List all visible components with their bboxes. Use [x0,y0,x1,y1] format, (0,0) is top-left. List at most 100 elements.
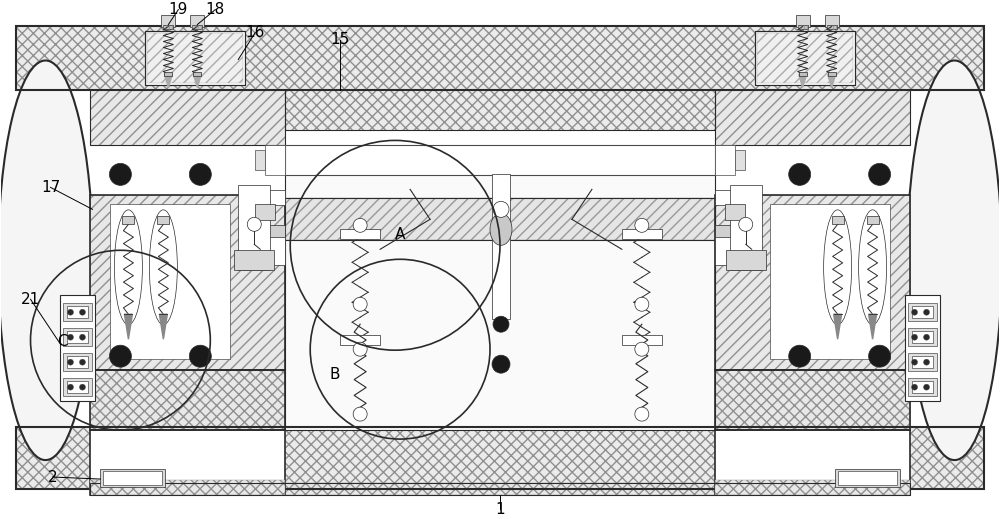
Bar [827,24,837,29]
Bar [164,73,172,76]
Ellipse shape [490,213,512,245]
Circle shape [492,355,510,373]
Bar [715,90,910,145]
Circle shape [869,163,891,185]
Circle shape [67,359,73,365]
Circle shape [912,334,918,340]
Circle shape [912,384,918,390]
Bar [90,195,285,370]
Text: 19: 19 [169,2,188,17]
Bar [122,216,134,224]
Bar [90,90,285,145]
Bar [110,204,230,359]
Bar [90,370,285,430]
Bar [715,90,910,145]
Bar [715,370,910,430]
Bar [193,73,201,76]
Bar [285,90,715,130]
Circle shape [67,384,73,390]
Bar [908,328,937,346]
Circle shape [869,345,891,367]
Bar [755,31,855,86]
Bar [245,237,285,265]
Ellipse shape [149,210,177,325]
Bar [63,353,92,371]
Bar [265,145,285,175]
Bar [90,90,285,145]
Circle shape [789,345,811,367]
Bar [63,303,92,321]
Circle shape [79,359,85,365]
Circle shape [189,163,211,185]
Circle shape [109,163,131,185]
Bar [147,33,243,84]
Polygon shape [124,314,132,339]
Bar [285,145,715,175]
Bar [238,185,270,270]
Bar [825,15,839,26]
Circle shape [789,163,811,185]
Bar [715,237,755,265]
Bar [90,480,285,495]
Bar [192,24,202,29]
Bar [492,174,510,319]
Bar [100,469,165,487]
Bar [63,378,92,396]
Bar [908,378,937,396]
Bar [60,295,95,401]
Bar [255,151,265,170]
Bar [16,25,984,90]
Text: 2: 2 [48,470,57,485]
Bar [755,31,855,86]
Circle shape [924,309,930,315]
Circle shape [912,309,918,315]
Bar [715,145,735,175]
Text: 18: 18 [206,2,225,17]
Bar [770,204,890,359]
Polygon shape [869,314,877,339]
Circle shape [67,334,73,340]
Bar [67,356,88,368]
Polygon shape [799,75,807,88]
Circle shape [924,384,930,390]
Text: A: A [395,227,405,242]
Bar [715,480,910,495]
Circle shape [247,217,261,231]
Text: 1: 1 [495,501,505,516]
Circle shape [924,359,930,365]
Ellipse shape [0,61,93,460]
Bar [90,370,285,430]
Bar [103,471,162,485]
Circle shape [635,342,649,356]
Bar [799,73,807,76]
Circle shape [635,297,649,311]
Bar [90,195,285,370]
Circle shape [739,217,753,231]
Text: 15: 15 [331,32,350,47]
Bar [798,24,808,29]
Text: 16: 16 [246,25,265,40]
Bar [255,204,275,221]
Circle shape [912,359,918,365]
Bar [715,430,910,495]
Bar [90,430,285,495]
Bar [828,73,836,76]
Polygon shape [164,75,172,88]
Bar [285,198,715,240]
Bar [912,306,933,318]
Circle shape [493,316,509,332]
Bar [16,427,984,489]
Bar [730,185,762,270]
Bar [245,190,285,206]
Bar [832,216,844,224]
Bar [163,24,173,29]
Bar [90,483,910,495]
Text: C: C [57,334,68,349]
Bar [796,15,810,26]
Bar [838,471,897,485]
Circle shape [79,334,85,340]
Bar [67,331,88,343]
Bar [757,33,853,84]
Text: B: B [330,366,340,381]
Bar [161,15,175,26]
